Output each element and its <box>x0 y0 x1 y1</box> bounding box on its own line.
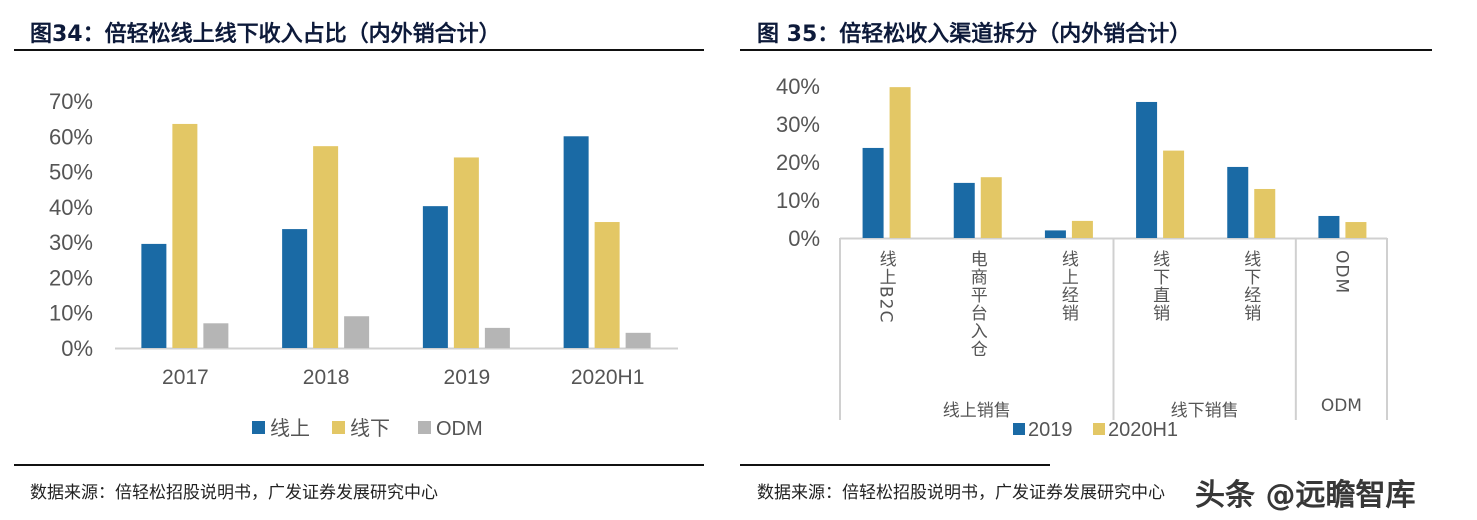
bar-2020H1-ODM <box>1345 222 1367 238</box>
figure-35-source: 数据来源：倍轻松招股说明书，广发证券发展研究中心 <box>757 483 1165 503</box>
bar-线下-2020H1 <box>594 222 620 348</box>
bar-ODM-2019 <box>484 327 510 348</box>
legend-swatch-线下 <box>332 421 345 434</box>
group-label: 线上销售 <box>942 401 1011 421</box>
bar-线下-2017 <box>172 123 198 348</box>
x-tick-label: 线下经销 <box>1240 250 1261 322</box>
title-divider <box>740 49 1432 51</box>
bar-2019-线上经销 <box>1044 230 1066 238</box>
legend-swatch-2019 <box>1013 423 1025 435</box>
y-tick-label: 0% <box>788 226 820 251</box>
x-tick-label: 2018 <box>303 366 350 389</box>
y-tick-label: 20% <box>776 150 820 175</box>
y-tick-label: 0% <box>61 336 93 361</box>
bar-2019-线下直销 <box>1136 101 1158 239</box>
bar-ODM-2017 <box>203 323 229 348</box>
group-label: 线下销售 <box>1170 401 1239 421</box>
bar-ODM-2020H1 <box>625 332 651 348</box>
group-label: ODM <box>1320 396 1362 416</box>
figure-34-title: 图34：倍轻松线上线下收入占比（内外销合计） <box>30 22 501 47</box>
bar-2020H1-线下直销 <box>1163 150 1185 238</box>
bar-2019-ODM <box>1318 215 1340 238</box>
bar-2019-电商平台入仓 <box>953 182 975 238</box>
bar-线上-2018 <box>282 229 308 348</box>
bar-线上-2019 <box>422 206 448 348</box>
legend-label: ODM <box>436 418 483 440</box>
bar-2020H1-电商平台入仓 <box>980 177 1002 238</box>
legend-label: 线上 <box>270 417 310 440</box>
revenue-channel-chart: 0% 10% 20% 30% 40% 2019 2020H1 <box>776 74 1388 441</box>
y-tick-label: 10% <box>776 188 820 213</box>
source-divider <box>740 464 1050 466</box>
y-tick-label: 20% <box>49 265 93 290</box>
legend-label: 线下 <box>350 417 390 440</box>
y-tick-label: 10% <box>49 301 93 326</box>
x-tick-label: 线上经销 <box>1057 250 1078 322</box>
bar-ODM-2018 <box>344 316 370 348</box>
watermark: 头条 @远瞻智库 <box>1195 478 1416 513</box>
y-tick-label: 70% <box>49 89 93 114</box>
x-tick-label: 线上B2C <box>875 250 896 324</box>
y-tick-label: 60% <box>49 124 93 149</box>
x-tick-label: 电商平台入仓 <box>966 250 987 358</box>
legend-label: 2020H1 <box>1108 419 1178 441</box>
x-tick-label: 2017 <box>162 366 209 389</box>
bar-线上-2020H1 <box>563 136 589 348</box>
source-divider <box>14 464 704 466</box>
x-tick-label: ODM <box>1331 250 1352 295</box>
bar-线下-2018 <box>313 146 339 348</box>
legend-label: 2019 <box>1028 419 1073 441</box>
y-tick-label: 30% <box>49 230 93 255</box>
title-divider <box>14 49 704 51</box>
y-tick-label: 30% <box>776 112 820 137</box>
figure-34-source: 数据来源：倍轻松招股说明书，广发证券发展研究中心 <box>30 483 438 503</box>
legend-swatch-2020H1 <box>1093 423 1105 435</box>
bar-2019-线上B2C <box>862 147 884 238</box>
online-offline-share-chart: 0% 10% 20% 30% 40% 50% 60% 70% 2017 2018 2019 2020H… <box>49 89 678 440</box>
x-tick-label: 2019 <box>444 366 491 389</box>
y-tick-label: 40% <box>49 195 93 220</box>
figure-35-title: 图 35：倍轻松收入渠道拆分（内外销合计） <box>757 22 1192 47</box>
bar-2020H1-线上B2C <box>889 87 911 238</box>
bar-2019-线下经销 <box>1227 166 1249 238</box>
bar-2020H1-线上经销 <box>1071 220 1093 238</box>
bar-2020H1-线下经销 <box>1254 188 1276 238</box>
y-tick-label: 50% <box>49 160 93 185</box>
x-tick-label: 2020H1 <box>571 366 645 389</box>
x-tick-label: 线下直销 <box>1149 250 1170 322</box>
legend-swatch-线上 <box>252 421 265 434</box>
legend-swatch-ODM <box>418 421 431 434</box>
bar-线下-2019 <box>453 157 479 348</box>
bar-线上-2017 <box>141 243 167 348</box>
y-tick-label: 40% <box>776 74 820 99</box>
